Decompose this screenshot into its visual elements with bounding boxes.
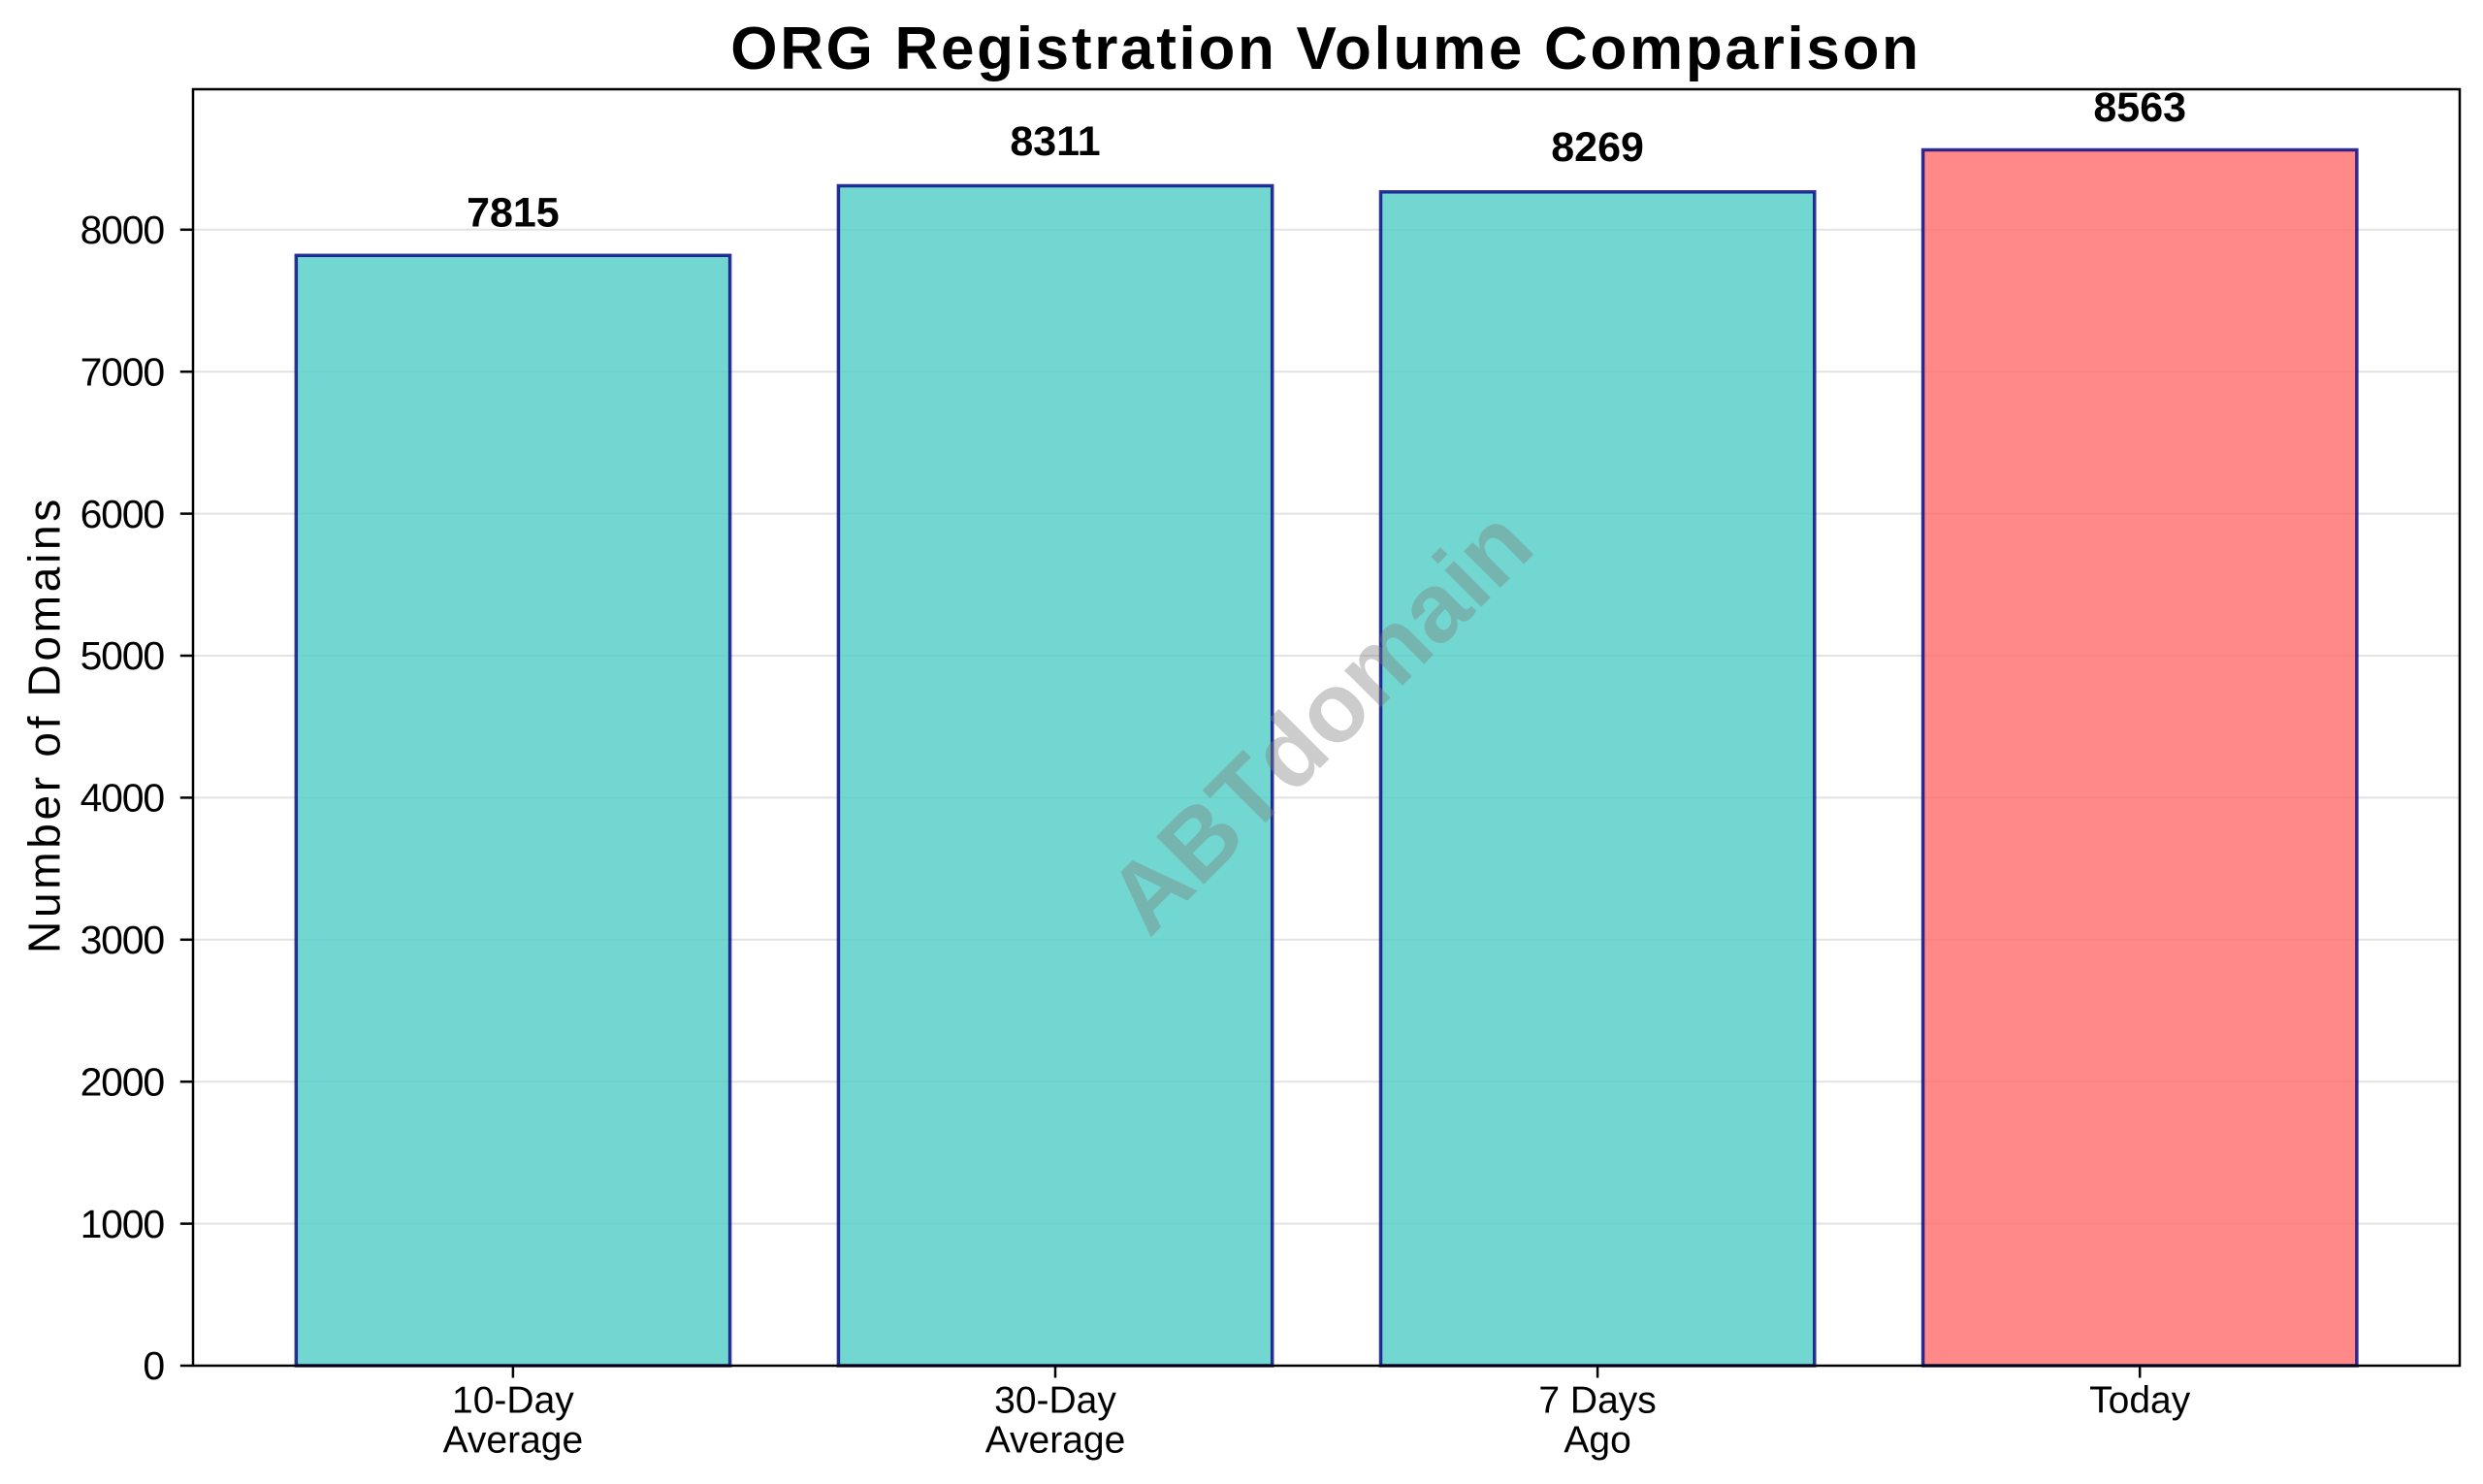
- svg-text:0: 0: [143, 1343, 164, 1388]
- svg-text:Average: Average: [443, 1419, 584, 1461]
- svg-text:7000: 7000: [81, 349, 165, 394]
- svg-text:Ago: Ago: [1564, 1419, 1630, 1461]
- svg-text:Average: Average: [985, 1419, 1126, 1461]
- svg-text:3000: 3000: [81, 918, 165, 962]
- svg-text:4000: 4000: [81, 776, 165, 821]
- svg-text:8563: 8563: [2093, 84, 2186, 131]
- svg-text:7 Days: 7 Days: [1538, 1380, 1656, 1422]
- svg-text:30-Day: 30-Day: [994, 1380, 1116, 1422]
- svg-text:8269: 8269: [1551, 124, 1644, 171]
- svg-text:Today: Today: [2089, 1380, 2191, 1422]
- svg-text:Number of Domains: Number of Domains: [19, 496, 70, 953]
- svg-text:10-Day: 10-Day: [452, 1380, 574, 1422]
- svg-text:ORG Registration Volume Compar: ORG Registration Volume Comparison: [730, 16, 1920, 82]
- svg-text:8000: 8000: [81, 208, 165, 252]
- svg-text:7815: 7815: [467, 190, 560, 237]
- svg-text:8311: 8311: [1010, 118, 1100, 165]
- svg-text:5000: 5000: [81, 633, 165, 678]
- svg-text:6000: 6000: [81, 492, 165, 536]
- svg-text:2000: 2000: [81, 1059, 165, 1104]
- svg-text:1000: 1000: [81, 1202, 165, 1246]
